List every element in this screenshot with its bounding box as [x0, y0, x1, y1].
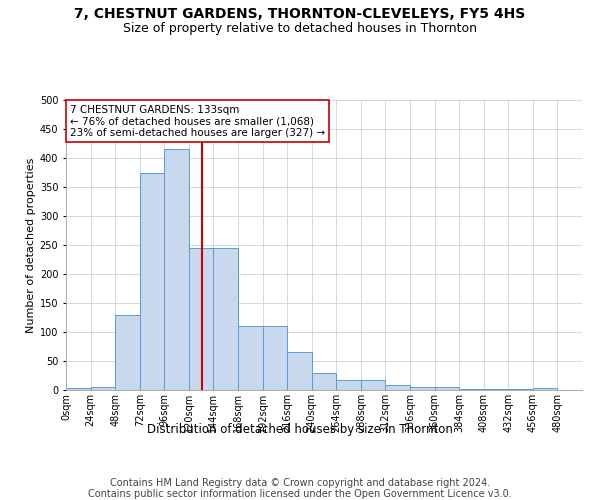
- Text: Size of property relative to detached houses in Thornton: Size of property relative to detached ho…: [123, 22, 477, 35]
- Bar: [189, 248, 214, 390]
- Bar: [336, 380, 361, 390]
- Bar: [361, 380, 385, 390]
- Bar: [410, 387, 434, 390]
- Text: Distribution of detached houses by size in Thornton: Distribution of detached houses by size …: [147, 422, 453, 436]
- Bar: [140, 172, 164, 390]
- Bar: [66, 388, 91, 390]
- Bar: [385, 386, 410, 390]
- Text: Contains HM Land Registry data © Crown copyright and database right 2024.: Contains HM Land Registry data © Crown c…: [110, 478, 490, 488]
- Bar: [164, 150, 189, 390]
- Bar: [214, 248, 238, 390]
- Text: 7 CHESTNUT GARDENS: 133sqm
← 76% of detached houses are smaller (1,068)
23% of s: 7 CHESTNUT GARDENS: 133sqm ← 76% of deta…: [70, 104, 325, 138]
- Text: Contains public sector information licensed under the Open Government Licence v3: Contains public sector information licen…: [88, 489, 512, 499]
- Bar: [91, 387, 115, 390]
- Bar: [238, 326, 263, 390]
- Y-axis label: Number of detached properties: Number of detached properties: [26, 158, 35, 332]
- Bar: [533, 388, 557, 390]
- Text: 7, CHESTNUT GARDENS, THORNTON-CLEVELEYS, FY5 4HS: 7, CHESTNUT GARDENS, THORNTON-CLEVELEYS,…: [74, 8, 526, 22]
- Bar: [115, 314, 140, 390]
- Bar: [263, 326, 287, 390]
- Bar: [312, 372, 336, 390]
- Bar: [287, 352, 312, 390]
- Bar: [434, 387, 459, 390]
